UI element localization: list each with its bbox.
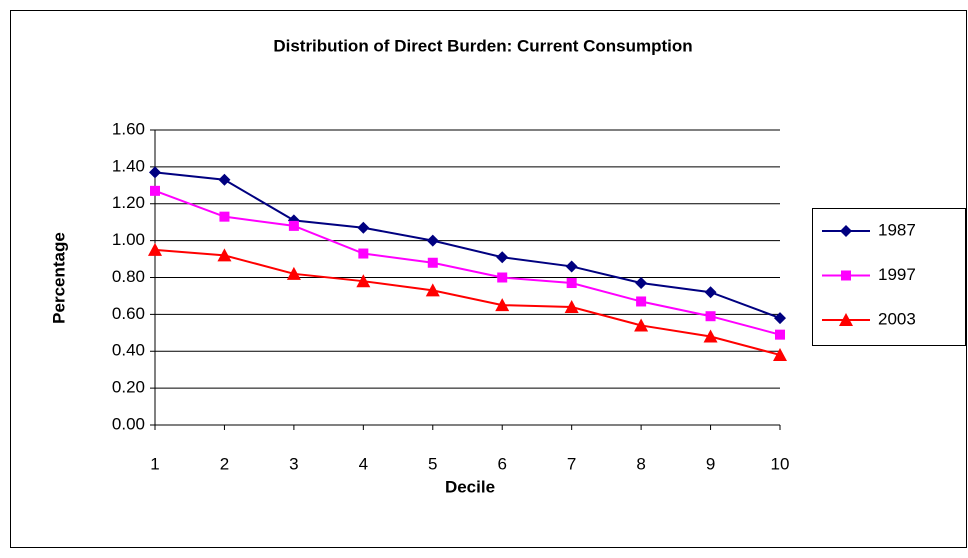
marker [219, 211, 230, 222]
marker [497, 272, 508, 283]
legend-marker [840, 225, 852, 237]
marker [636, 296, 647, 307]
x-axis-label: Decile [445, 477, 495, 496]
x-tick-label: 6 [497, 454, 506, 473]
marker [495, 298, 510, 312]
marker [425, 283, 440, 297]
y-tick-label: 0.20 [112, 378, 145, 397]
marker [148, 242, 162, 256]
y-tick-label: 1.40 [112, 156, 145, 175]
marker [775, 329, 785, 340]
chart-title: Distribution of Direct Burden: Current C… [273, 36, 692, 55]
x-tick-label: 5 [428, 454, 437, 473]
marker [286, 266, 301, 280]
marker [496, 251, 509, 264]
marker [703, 329, 718, 343]
marker [288, 220, 299, 231]
marker [564, 300, 579, 313]
marker [774, 312, 786, 325]
y-tick-label: 0.80 [112, 267, 145, 286]
marker [426, 234, 439, 247]
x-tick-label: 4 [359, 454, 368, 473]
legend-marker [839, 313, 853, 326]
x-tick-label: 8 [636, 454, 645, 473]
series-line [154, 189, 781, 336]
marker [773, 347, 787, 361]
x-tick-label: 7 [567, 454, 576, 473]
chart-border [10, 10, 967, 548]
marker [566, 278, 577, 289]
legend-marker [841, 270, 851, 281]
series-line [154, 171, 781, 320]
marker [218, 173, 231, 186]
legend-label: 1997 [878, 265, 916, 284]
marker [356, 274, 371, 288]
x-tick-label: 10 [771, 454, 790, 473]
marker [634, 318, 649, 332]
legend-label: 2003 [878, 309, 916, 328]
marker [358, 248, 369, 259]
marker [149, 166, 161, 179]
x-tick-label: 2 [220, 454, 229, 473]
y-tick-label: 0.40 [112, 341, 145, 360]
marker [427, 257, 438, 268]
marker [704, 286, 717, 299]
y-tick-label: 1.00 [112, 230, 145, 249]
marker [150, 185, 160, 196]
legend-label: 1987 [878, 220, 916, 239]
y-tick-label: 1.60 [112, 119, 145, 138]
y-tick-label: 0.60 [112, 304, 145, 323]
x-tick-label: 3 [289, 454, 298, 473]
marker [357, 221, 370, 234]
series-line [154, 248, 781, 356]
x-tick-label: 9 [706, 454, 715, 473]
marker [705, 311, 716, 322]
y-tick-label: 0.00 [112, 414, 145, 433]
y-tick-label: 1.20 [112, 193, 145, 212]
x-tick-label: 1 [150, 454, 159, 473]
marker [565, 260, 578, 273]
y-axis-label: Percentage [49, 232, 68, 324]
marker [217, 248, 232, 262]
marker [635, 277, 648, 290]
